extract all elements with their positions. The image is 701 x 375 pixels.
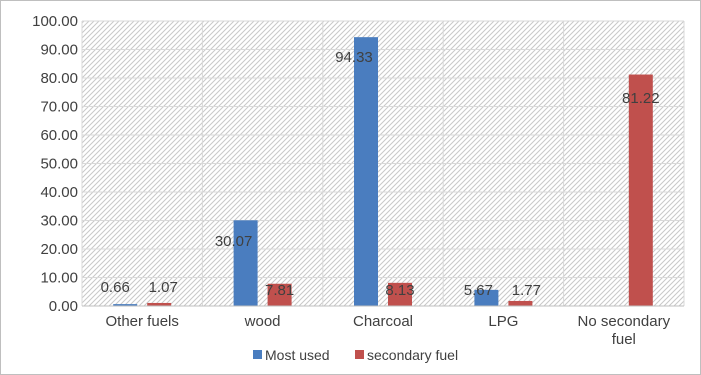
bar-most-used: [354, 37, 378, 307]
x-tick-label: Other fuels: [106, 313, 179, 330]
bar-secondary-fuel: [147, 302, 172, 306]
y-tick-label: 40.00: [40, 184, 78, 201]
legend-swatch: [253, 350, 262, 359]
bar-most-used: [113, 304, 138, 306]
data-label: 30.07: [215, 233, 253, 250]
y-tick-label: 20.00: [40, 241, 78, 258]
y-tick-label: 80.00: [40, 70, 78, 87]
y-tick-label: 30.00: [40, 213, 78, 230]
y-tick-label: 0.00: [49, 298, 78, 315]
bar-secondary-fuel: [388, 282, 412, 306]
bar-secondary-fuel: [628, 74, 653, 306]
data-label: 0.66: [101, 279, 130, 296]
data-label: 1.07: [149, 279, 178, 296]
bars: [113, 37, 653, 307]
y-tick-label: 90.00: [40, 42, 78, 59]
y-axis: 0.00 10.00 20.00 30.00 40.00 50.00 60.00 70.00 8…: [32, 13, 78, 315]
data-label: 8.13: [385, 282, 414, 299]
gridlines: [81, 20, 685, 307]
data-label: 1.77: [512, 282, 541, 299]
bar-secondary-fuel: [267, 283, 292, 306]
y-tick-label: 70.00: [40, 99, 78, 116]
data-label: 94.33: [335, 49, 373, 66]
x-tick-label: Charcoal: [353, 313, 413, 330]
data-label: 81.22: [622, 90, 660, 107]
data-label: 5.67: [464, 282, 493, 299]
bar-secondary-fuel: [508, 300, 533, 306]
legend-label: Most used: [265, 347, 330, 363]
x-tick-label: wood: [244, 313, 281, 330]
bar-most-used: [474, 289, 499, 306]
y-tick-label: 100.00: [32, 13, 78, 30]
legend-label: secondary fuel: [367, 347, 458, 363]
legend: Most used secondary fuel: [253, 347, 458, 363]
y-tick-label: 10.00: [40, 270, 78, 287]
y-tick-label: 60.00: [40, 127, 78, 144]
x-tick-label: LPG: [488, 313, 518, 330]
x-axis: Other fuels wood Charcoal LPG No secondary fu…: [82, 305, 684, 348]
legend-swatch: [355, 350, 364, 359]
data-labels: 0.66 1.07 30.07 7.81 94.33 8.13 5.67 1.77 81.22: [101, 49, 660, 299]
y-tick-label: 50.00: [40, 156, 78, 173]
data-label: 7.81: [265, 282, 294, 299]
x-tick-label: No secondary fuel: [578, 313, 671, 348]
bar-most-used: [233, 220, 258, 306]
